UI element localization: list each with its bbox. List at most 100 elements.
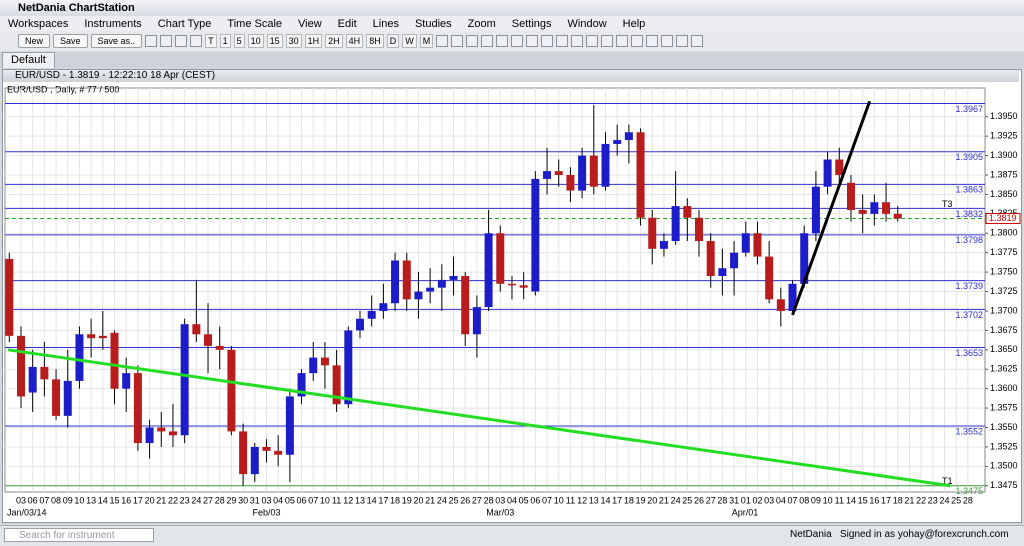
x-tick-label: 23	[180, 495, 190, 505]
toolbar-icon[interactable]	[586, 35, 599, 47]
toolbar-icon[interactable]	[175, 35, 188, 47]
toolbar-icon[interactable]	[190, 35, 203, 47]
candle-body	[145, 427, 154, 444]
candle-body	[800, 233, 809, 284]
candle-body	[274, 450, 283, 455]
level-label: 1.3653	[955, 348, 983, 358]
time-scale-button[interactable]: 10	[247, 34, 264, 48]
toolbar-icon[interactable]	[646, 35, 659, 47]
toolbar-icon[interactable]	[601, 35, 614, 47]
candle-body	[870, 202, 879, 214]
y-tick-label: 1.3750	[990, 267, 1018, 277]
toolbar-icon[interactable]	[466, 35, 479, 47]
menu-item[interactable]: Zoom	[467, 18, 496, 30]
x-tick-label: 22	[916, 495, 926, 505]
toolbar-button[interactable]: Save	[53, 34, 88, 48]
candle-body	[285, 396, 294, 455]
toolbar-icon[interactable]	[616, 35, 629, 47]
search-input[interactable]: Search for instrument	[4, 528, 154, 542]
candle-body	[730, 252, 739, 269]
toolbar: New Save Save as.. T 1 5 10 15 30 1H 2H 4H 8H D W M	[0, 31, 1024, 51]
x-tick-label: 11	[835, 495, 844, 505]
title-bar: NetDania ChartStation	[0, 0, 1024, 16]
toolbar-icon[interactable]	[496, 35, 509, 47]
toolbar-icon[interactable]	[541, 35, 554, 47]
y-tick-label: 1.3775	[990, 247, 1018, 257]
x-tick-label: 03	[16, 495, 26, 505]
x-tick-label: 30	[238, 495, 248, 505]
status-bar	[0, 525, 1024, 546]
x-tick-label: 25	[951, 495, 961, 505]
menu-item[interactable]: Workspaces	[8, 18, 69, 30]
candle-body	[613, 140, 622, 144]
toolbar-button[interactable]: Save as..	[90, 34, 143, 48]
toolbar-icon[interactable]	[160, 35, 173, 47]
candle-body	[636, 132, 645, 218]
candle-body	[776, 299, 785, 311]
toolbar-icon[interactable]	[511, 35, 524, 47]
menu-item[interactable]: Studies	[414, 18, 452, 30]
time-scale-button[interactable]: T	[205, 34, 217, 48]
y-tick-label: 1.3725	[990, 286, 1018, 296]
candle-body	[192, 324, 201, 335]
x-tick-label: 21	[425, 495, 435, 505]
toolbar-icon[interactable]	[481, 35, 494, 47]
y-tick-label: 1.3800	[990, 228, 1018, 238]
toolbar-icon[interactable]	[451, 35, 464, 47]
toolbar-icon[interactable]	[661, 35, 674, 47]
time-scale-button[interactable]: 4H	[345, 34, 364, 48]
toolbar-icon[interactable]	[691, 35, 704, 47]
time-scale-button[interactable]: M	[419, 34, 434, 48]
toolbar-button[interactable]: New	[18, 34, 51, 48]
menu-item[interactable]: View	[298, 18, 322, 30]
candle-body	[753, 233, 762, 257]
candle-body	[87, 334, 96, 339]
x-tick-label: 21	[659, 495, 669, 505]
x-tick-label: 19	[636, 495, 646, 505]
time-scale-button[interactable]: 30	[285, 34, 302, 48]
candle-body	[320, 357, 329, 366]
menu-item[interactable]: Instruments	[84, 18, 142, 30]
time-scale-button[interactable]: 15	[266, 34, 283, 48]
x-tick-label: 14	[98, 495, 108, 505]
toolbar-icon[interactable]	[571, 35, 584, 47]
candle-body	[262, 446, 271, 451]
x-tick-label: 18	[390, 495, 400, 505]
candle-body	[63, 380, 72, 416]
toolbar-icon[interactable]	[676, 35, 689, 47]
time-scale-button[interactable]: 8H	[366, 34, 384, 48]
toolbar-icon[interactable]	[556, 35, 569, 47]
time-scale-button[interactable]: 1	[219, 34, 231, 48]
y-tick-label: 1.3675	[990, 325, 1018, 335]
tab[interactable]: Default	[2, 52, 55, 68]
menu-item[interactable]: Edit	[337, 18, 357, 30]
menu-item[interactable]: Settings	[511, 18, 552, 30]
toolbar-icon[interactable]	[526, 35, 539, 47]
candle-body	[239, 431, 248, 475]
toolbar-icon[interactable]	[145, 35, 158, 47]
time-scale-button[interactable]: W	[402, 34, 417, 48]
candle-body	[309, 357, 318, 374]
menu-item[interactable]: Help	[622, 18, 646, 30]
candle-body	[543, 171, 552, 179]
x-tick-label: 18	[893, 495, 903, 505]
time-scale-button[interactable]: 2H	[325, 34, 343, 48]
menu-item[interactable]: Time Scale	[227, 18, 283, 30]
level-label: 1.3798	[955, 235, 983, 245]
x-tick-label: 20	[413, 495, 423, 505]
x-tick-label: 11	[332, 495, 341, 505]
time-scale-button[interactable]: 1H	[304, 34, 323, 48]
menu-item[interactable]: Lines	[372, 18, 399, 30]
candle-body	[601, 143, 610, 187]
candle-body	[683, 206, 692, 218]
time-scale-button[interactable]: D	[386, 34, 400, 48]
toolbar-icon[interactable]	[631, 35, 644, 47]
trend-line	[7, 348, 951, 488]
menu-item[interactable]: Window	[567, 18, 607, 30]
level-label: 1.3475	[955, 486, 983, 496]
toolbar-icon[interactable]	[436, 35, 449, 47]
candle-body	[659, 241, 668, 249]
time-scale-button[interactable]: 5	[233, 34, 245, 48]
menu-item[interactable]: Chart Type	[157, 18, 212, 30]
candle-body	[823, 159, 832, 187]
